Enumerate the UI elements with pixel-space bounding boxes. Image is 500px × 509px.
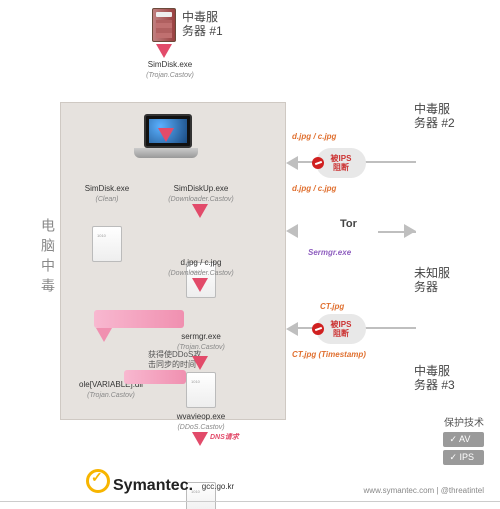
footer: Symantec. www.symantec.com | @threatinte… — [0, 501, 500, 505]
branch-bar-1 — [94, 310, 184, 328]
file-djpg-icon — [186, 372, 216, 408]
arrow-branch-down — [96, 328, 112, 342]
file-wvav-cap: wvavieop.exe (DDoS.Castov) — [162, 412, 240, 433]
arrow-tor-r — [404, 224, 416, 238]
top-server-label: 中毒服 务器 #1 — [182, 10, 223, 38]
srv3-label: 中毒服 务器 #3 — [414, 364, 455, 392]
tor-sub: Sermgr.exe — [308, 248, 351, 257]
top-server-l1: 中毒服 — [182, 10, 218, 24]
arrow-djpg-down — [192, 278, 208, 292]
symantec-logo: Symantec. — [86, 469, 193, 495]
top-infected-server — [152, 8, 176, 42]
top-server-l2: 务器 #1 — [182, 24, 223, 38]
footer-credit: www.symantec.com | @threatintel — [364, 486, 484, 495]
stop-icon — [312, 157, 324, 169]
brand-text: Symantec. — [113, 477, 193, 494]
arrow-tor-l — [286, 224, 298, 238]
symantec-ring-icon — [86, 469, 110, 493]
legend-ips: ✓ IPS — [443, 450, 484, 465]
unknown-label: 未知服 务器 — [414, 266, 450, 294]
ips-badge-1: 被IPS 阻断 — [316, 148, 366, 178]
link1b-label: d.jpg / c.jpg — [292, 184, 336, 193]
legend-av: ✓ AV — [443, 432, 484, 447]
file-dlup-cap: SimDiskUp.exe (Downloader.Castov) — [162, 184, 240, 205]
arrow-dlup-down — [192, 204, 208, 218]
ct2-label: CT.jpg (Timestamp) — [292, 350, 366, 359]
arrow-r3 — [286, 322, 298, 336]
arrow-wvav-down — [192, 356, 208, 370]
file-clean-cap: SimDisk.exe (Clean) — [76, 184, 138, 205]
arrow-r1 — [286, 156, 298, 170]
arrow-bottom — [192, 432, 208, 446]
legend-title: 保护技术 — [443, 414, 484, 429]
file-djpg-cap: d.jpg / c.jpg (Downloader.Castov) — [162, 258, 240, 279]
simdisk-name: SimDisk.exe — [148, 60, 192, 69]
branch-bar-2 — [124, 370, 186, 384]
simdisk-sub: (Trojan.Castov) — [146, 72, 194, 79]
arrow-top — [156, 44, 172, 58]
srv2-label: 中毒服 务器 #2 — [414, 102, 455, 130]
stop-icon-2 — [312, 323, 324, 335]
file-clean-icon — [92, 226, 122, 262]
legend: 保护技术 ✓ AV ✓ IPS — [443, 414, 484, 465]
target-label: gcc.go.kr — [186, 482, 250, 492]
side-label: 电脑中毒 — [38, 218, 58, 298]
link1-label: d.jpg / c.jpg — [292, 132, 336, 141]
ips-badge-2: 被IPS 阻断 — [316, 314, 366, 344]
simdisk-caption: SimDisk.exe (Trojan.Castov) — [130, 60, 210, 81]
arrow-laptop-down — [158, 128, 174, 142]
dns-label: DNS请求 — [210, 432, 239, 442]
tor-label: Tor — [340, 218, 357, 230]
ct-label: CT.jpg — [320, 302, 344, 311]
